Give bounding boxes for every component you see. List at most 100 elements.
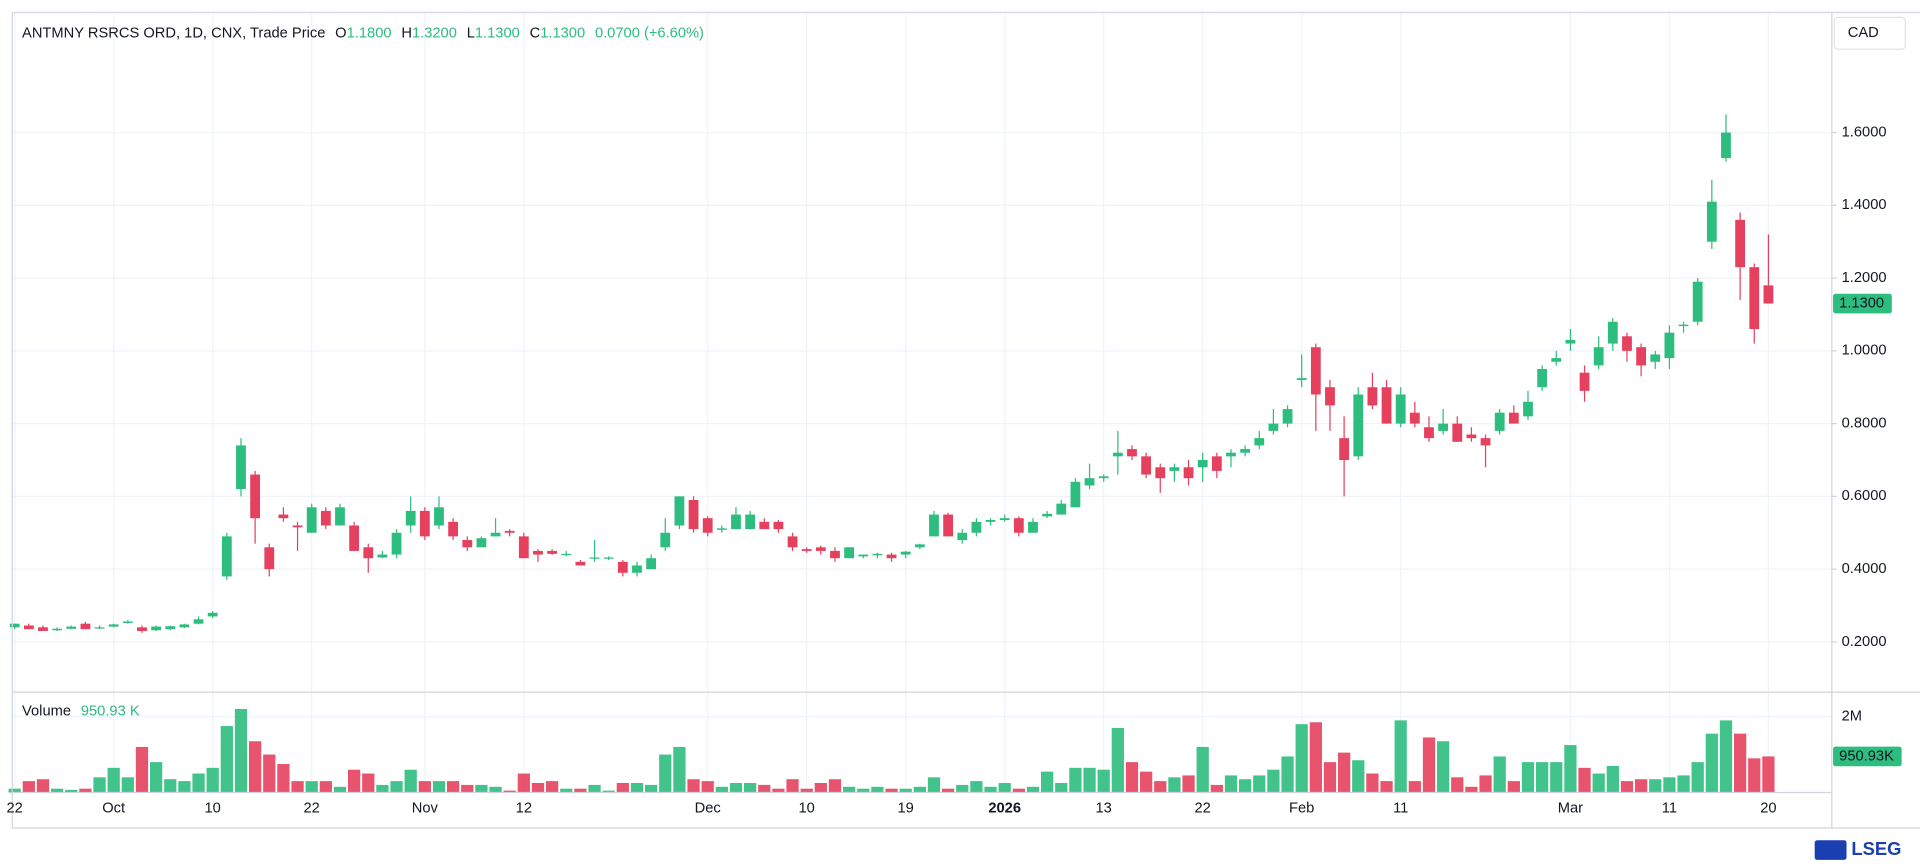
volume-bar [1748, 758, 1761, 793]
candle-body [900, 551, 911, 555]
volume-bar [1649, 779, 1662, 793]
volume-bar [970, 781, 983, 793]
volume-bar [998, 783, 1011, 793]
volume-bar [857, 788, 870, 793]
volume-bar [1239, 779, 1252, 793]
x-tick-label: 22 [7, 800, 23, 816]
volume-bar [673, 746, 686, 793]
candle-body [518, 536, 529, 559]
candle-body [1381, 387, 1392, 424]
volume-bar [121, 777, 134, 793]
x-tick-label: Mar [1558, 800, 1583, 816]
volume-bar [333, 786, 347, 793]
candle-body [1466, 434, 1477, 439]
x-tick-label: 22 [1195, 800, 1211, 816]
volume-bar [814, 783, 827, 793]
volume-bar [1338, 752, 1351, 793]
candle-body [278, 514, 289, 519]
volume-bar [362, 773, 375, 793]
volume-bar [461, 784, 474, 793]
candle-body [1523, 401, 1533, 417]
y-tick-label: 0.8000 [1842, 415, 1887, 431]
candle-body [1664, 332, 1675, 359]
volume-bar [489, 786, 502, 793]
y-tick-label: 1.2000 [1842, 270, 1887, 286]
volume-bar [616, 783, 629, 793]
volume-bar [729, 783, 743, 793]
volume-bar [1366, 773, 1379, 793]
candle-body [363, 547, 374, 559]
candle-body [957, 532, 968, 541]
candle-body [1721, 132, 1731, 159]
candle-body [137, 627, 147, 631]
y-tick-label: 0.6000 [1842, 488, 1887, 504]
y-tick-label: 0.2000 [1842, 634, 1887, 650]
ohlc-label: C [530, 25, 541, 41]
volume-value: 950.93 K [81, 704, 140, 720]
volume-bar [348, 769, 361, 793]
volume-bar [418, 781, 431, 793]
candle-body [179, 624, 190, 628]
x-tick-label: 12 [516, 800, 532, 816]
candle-body [1141, 456, 1152, 475]
candle-body [1395, 394, 1406, 424]
grid [12, 12, 1832, 793]
volume-bar [319, 781, 332, 793]
volume-bar [715, 786, 728, 793]
volume-bar [1041, 771, 1054, 793]
volume-bar [1592, 773, 1605, 793]
currency-button[interactable] [1833, 16, 1906, 50]
candle-body [716, 528, 727, 530]
volume-bar [1352, 760, 1365, 793]
candle-body [165, 626, 176, 630]
candle-body [250, 474, 261, 519]
candle-body [504, 530, 515, 533]
volume-bar [630, 783, 644, 793]
candle-body [52, 628, 63, 631]
volume-bar [1125, 762, 1139, 793]
volume-bar [1380, 781, 1393, 793]
candle-body [1183, 467, 1194, 479]
candle-body [674, 496, 685, 526]
marks [8, 114, 1775, 793]
candle-body [306, 507, 317, 533]
volume-name: Volume [22, 704, 71, 720]
candle-body [1409, 412, 1420, 424]
candle-body [815, 547, 826, 551]
candle-body [1127, 449, 1137, 457]
volume-bar [1309, 722, 1322, 793]
candle-body [1565, 339, 1576, 344]
volume-bar [36, 779, 50, 793]
volume-bar [234, 708, 248, 793]
candle-body [1438, 423, 1449, 431]
ohlc-value: 1.3200 [412, 25, 457, 41]
volume-bar [1734, 733, 1747, 793]
candle-body [759, 521, 770, 530]
candle-body [1706, 201, 1717, 242]
volume-bar [1762, 756, 1775, 793]
volume-bar [531, 783, 545, 793]
last-volume-badge [1833, 746, 1902, 767]
volume-bar [1267, 769, 1280, 793]
volume-bar [1083, 767, 1096, 793]
volume-bar [560, 788, 573, 793]
candle-body [688, 500, 699, 530]
volume-bar [1493, 756, 1506, 793]
x-tick-label: 10 [799, 800, 815, 816]
volume-bar [447, 781, 460, 793]
candle-body [1692, 281, 1703, 322]
candle-body [391, 532, 402, 555]
candle-body [1155, 467, 1166, 479]
candle-body [575, 561, 586, 566]
candle-body [38, 627, 48, 631]
volume-bar [1154, 781, 1167, 793]
volume-bar [913, 786, 926, 793]
candle-body [1211, 456, 1222, 471]
x-tick-label: Oct [102, 800, 125, 816]
volume-bar [758, 784, 771, 793]
x-tick-label: 13 [1096, 800, 1112, 816]
volume-bar [1111, 727, 1124, 793]
candle-body [1763, 285, 1774, 304]
x-tick-label: 20 [1760, 800, 1776, 816]
volume-bar [1451, 777, 1464, 793]
